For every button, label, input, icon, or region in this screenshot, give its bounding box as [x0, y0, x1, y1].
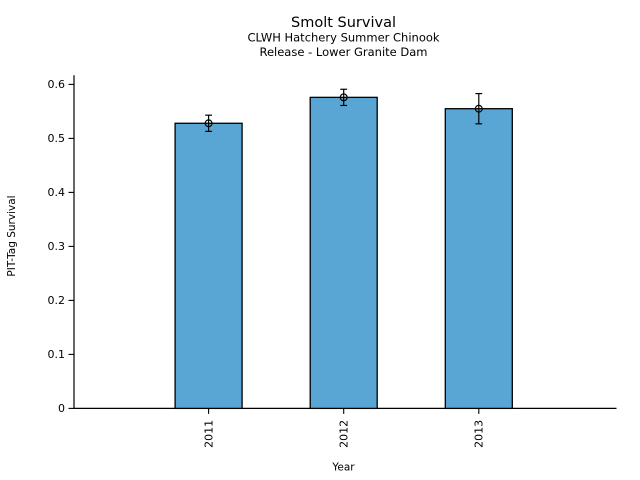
ytick-label-0.3: 0.3: [48, 240, 66, 253]
chart-subtitle-line2: Release - Lower Granite Dam: [259, 45, 427, 59]
ytick-label-0.1: 0.1: [48, 348, 66, 361]
errorbar-2011-marker: [204, 119, 213, 128]
x-axis-title: Year: [331, 462, 355, 474]
ytick-label-0: 0: [58, 402, 65, 415]
plot-area: 0 0.1 0.2 0.3 0.4 0.5 0.6 2011 2012 2013: [48, 75, 617, 448]
xtick-label-2012: 2012: [338, 420, 351, 448]
y-axis-title: PIT-Tag Survival: [6, 195, 18, 276]
bar-2013: [444, 108, 513, 410]
bar-2012: [309, 96, 378, 410]
errorbar-2013-marker: [474, 104, 483, 113]
ytick-label-0.6: 0.6: [48, 78, 66, 91]
chart-subtitle-line1: CLWH Hatchery Summer Chinook: [247, 31, 439, 45]
xtick-label-2011: 2011: [202, 420, 215, 448]
bar-2011: [174, 122, 243, 410]
errorbar-2012-marker: [339, 93, 348, 102]
xtick-label-2013: 2013: [473, 420, 486, 448]
chart-title: Smolt Survival: [291, 15, 396, 31]
ytick-label-0.4: 0.4: [48, 186, 66, 199]
ytick-label-0.2: 0.2: [48, 294, 66, 307]
ytick-label-0.5: 0.5: [48, 132, 66, 145]
